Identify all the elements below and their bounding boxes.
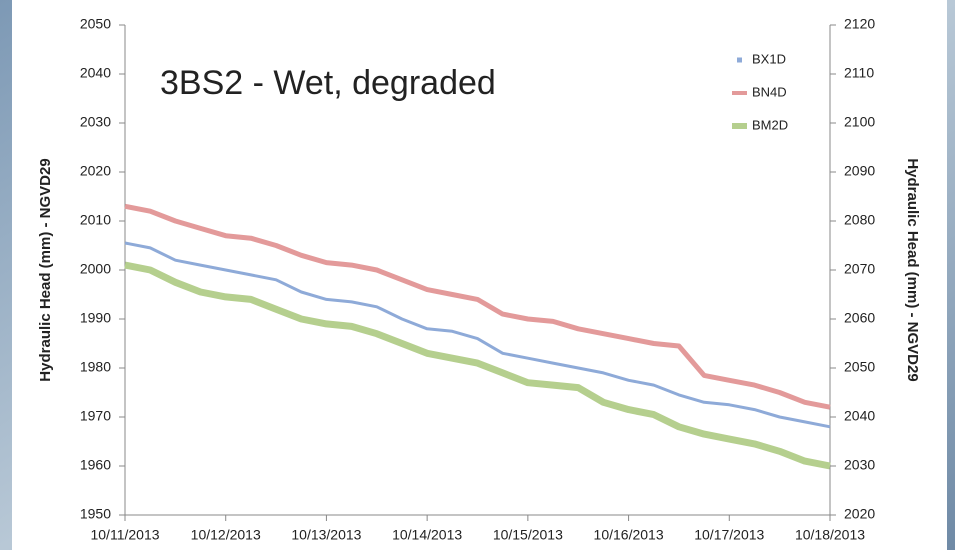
chart: 3BS2 - Wet, degraded Hydraulic Head (mm)… (0, 0, 955, 550)
y2-tick-label: 2020 (844, 506, 875, 522)
x-tick-label: 10/16/2013 (594, 527, 664, 543)
y2-axis-label: Hydraulic Head (mm) - NGVD29 (904, 158, 921, 381)
y-tick-label: 1950 (80, 506, 111, 522)
y-tick-label: 2020 (80, 163, 111, 179)
y2-tick-label: 2100 (844, 114, 875, 130)
y2-tick-label: 2120 (844, 16, 875, 32)
legend-label: BX1D (752, 51, 786, 66)
x-tick-label: 10/17/2013 (694, 527, 764, 543)
y-tick-label: 2050 (80, 16, 111, 32)
y2-tick-label: 2060 (844, 310, 875, 326)
y-tick-label: 1990 (80, 310, 111, 326)
legend-label: BN4D (752, 84, 787, 99)
y-tick-label: 1960 (80, 457, 111, 473)
y2-tick-label: 2070 (844, 261, 875, 277)
y2-tick-label: 2050 (844, 359, 875, 375)
x-tick-label: 10/14/2013 (392, 527, 462, 543)
x-tick-label: 10/11/2013 (90, 527, 159, 543)
y2-tick-label: 2110 (844, 65, 874, 81)
annotation: 3BS2 - Wet, degraded (160, 64, 496, 102)
y2-tick-label: 2080 (844, 212, 875, 228)
y2-tick-label: 2040 (844, 408, 875, 424)
x-tick-label: 10/15/2013 (493, 527, 563, 543)
y-tick-label: 2030 (80, 114, 111, 130)
y-tick-label: 1980 (80, 359, 111, 375)
y2-tick-label: 2090 (844, 163, 875, 179)
x-tick-label: 10/18/2013 (795, 527, 865, 543)
legend-label: BM2D (752, 117, 788, 132)
y-tick-label: 2040 (80, 65, 111, 81)
y-tick-label: 2000 (80, 261, 111, 277)
y-tick-label: 2010 (80, 212, 111, 228)
x-tick-label: 10/13/2013 (291, 527, 361, 543)
y-tick-label: 1970 (80, 408, 111, 424)
y-axis-label: Hydraulic Head (mm) - NGVD29 (37, 158, 54, 381)
y2-tick-label: 2030 (844, 457, 875, 473)
x-tick-label: 10/12/2013 (191, 527, 261, 543)
